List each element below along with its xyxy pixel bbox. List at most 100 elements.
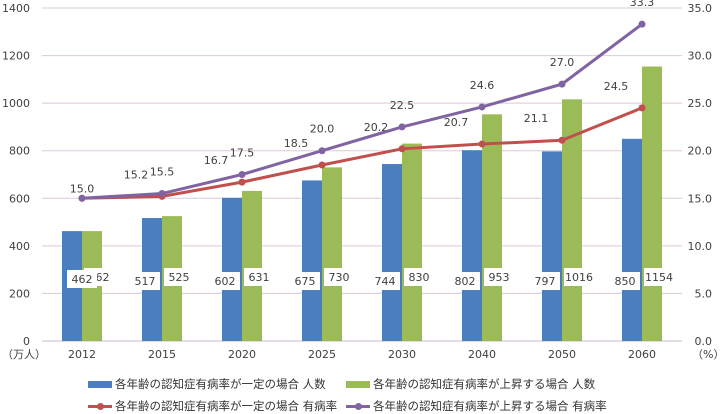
bar-data-label: 525 <box>169 271 190 284</box>
bar <box>382 164 402 341</box>
data-label-box <box>450 272 480 290</box>
bar <box>242 190 262 341</box>
line-data-label: 27.0 <box>550 56 575 69</box>
line-data-label: 33.3 <box>630 0 655 9</box>
right-tick-label: 5.0 <box>695 287 713 300</box>
left-tick-label: 600 <box>9 192 30 205</box>
data-label-box <box>324 268 354 286</box>
bar-data-label: 631 <box>249 271 270 284</box>
left-tick-label: 200 <box>9 287 30 300</box>
right-tick-label: 10.0 <box>688 240 713 253</box>
bar-data-label: 730 <box>329 271 350 284</box>
line-data-label: 18.5 <box>284 137 309 150</box>
bar-data-label: 1016 <box>565 271 593 284</box>
line-point <box>398 145 406 153</box>
left-tick-label: 1000 <box>2 97 30 110</box>
line-data-label: 20.0 <box>310 123 335 136</box>
legend-swatch <box>346 380 370 388</box>
legend-label: 各年齢の認知症有病率が上昇する場合 有病率 <box>373 399 607 413</box>
left-tick-label: 1400 <box>2 2 30 15</box>
bar-data-label: 850 <box>615 275 636 288</box>
bar <box>222 197 242 341</box>
bar <box>322 167 342 341</box>
line-data-label: 24.6 <box>470 79 495 92</box>
line-point <box>478 103 486 111</box>
line-data-label: 20.2 <box>364 121 389 134</box>
data-label-box <box>130 272 160 290</box>
bar-data-label: 602 <box>215 275 236 288</box>
line-point <box>398 123 406 131</box>
legend-item-blue-bars: 各年齢の認知症有病率が一定の場合 人数 <box>88 376 326 392</box>
line-data-label: 17.5 <box>230 147 255 160</box>
left-tick-label: 800 <box>9 145 30 158</box>
line-data-label: 22.5 <box>390 99 415 112</box>
x-tick-label: 2015 <box>148 348 176 361</box>
legend-label: 各年齢の認知症有病率が一定の場合 人数 <box>115 377 326 391</box>
data-label-box <box>244 268 274 286</box>
line-point <box>638 20 646 28</box>
x-tick-label: 2060 <box>628 348 656 361</box>
data-label-box <box>67 270 97 288</box>
bar-data-label: 797 <box>535 275 556 288</box>
data-label-box <box>644 268 674 286</box>
data-label-box <box>610 272 640 290</box>
right-tick-label: 30.0 <box>688 50 713 63</box>
line-point <box>318 161 326 169</box>
right-tick-label: 35.0 <box>688 2 713 15</box>
legend-item-green-bars: 各年齢の認知症有病率が上昇する場合 人数 <box>346 376 595 392</box>
legend-swatch <box>88 402 112 410</box>
x-tick-label: 2025 <box>308 348 336 361</box>
bar <box>542 151 562 341</box>
line-point <box>238 171 246 178</box>
bar-data-label: 462 <box>72 273 93 286</box>
bar-data-label: 953 <box>489 271 510 284</box>
line-data-label: 24.5 <box>604 80 629 93</box>
legend-item-red-line: 各年齢の認知症有病率が一定の場合 有病率 <box>88 398 337 414</box>
x-tick-label: 2040 <box>468 348 496 361</box>
legend-label: 各年齢の認知症有病率が上昇する場合 人数 <box>373 377 596 391</box>
line-point <box>558 80 566 88</box>
bar-data-label: 830 <box>409 271 430 284</box>
bar-data-label: 1154 <box>645 271 673 284</box>
right-axis-unit: （%） <box>692 348 724 361</box>
data-label-box <box>484 268 514 286</box>
legend-item-purple-line: 各年齢の認知症有病率が上昇する場合 有病率 <box>346 398 607 414</box>
bar-data-label: 675 <box>295 275 316 288</box>
line-data-label: 15.2 <box>124 168 149 181</box>
left-tick-label: 1200 <box>2 50 30 63</box>
line-point <box>638 104 646 112</box>
bar-data-label: 517 <box>135 275 156 288</box>
line-point <box>478 140 486 148</box>
line-point <box>318 147 326 155</box>
x-tick-label: 2020 <box>228 348 256 361</box>
data-label-box <box>290 272 320 290</box>
chart-svg: 0 200 400 600 800 1000 1200 1400 0.0 5.0 10.0 15.0 2… <box>2 0 724 361</box>
x-tick-label: 2050 <box>548 348 576 361</box>
legend-label: 各年齢の認知症有病率が一定の場合 有病率 <box>115 399 338 413</box>
line-series <box>81 106 643 200</box>
legend-swatch <box>88 380 112 388</box>
line-data-label: 20.7 <box>444 116 469 129</box>
line-series <box>81 22 643 200</box>
data-label-box <box>370 272 400 290</box>
data-label-box <box>404 268 434 286</box>
bar <box>402 143 422 341</box>
bar <box>462 150 482 341</box>
right-tick-label: 0.0 <box>695 335 713 348</box>
data-label-box <box>164 268 194 286</box>
line-point <box>78 194 86 202</box>
bar-data-label: 802 <box>455 275 476 288</box>
bar <box>622 138 642 341</box>
right-tick-label: 25.0 <box>688 97 713 110</box>
right-tick-label: 20.0 <box>688 145 713 158</box>
legend-swatch <box>346 402 370 410</box>
line-point <box>558 136 566 144</box>
line-point <box>238 178 246 186</box>
left-tick-label: 400 <box>9 240 30 253</box>
data-label-box <box>530 272 560 290</box>
left-axis-unit: （万人） <box>2 348 46 361</box>
bar <box>302 180 322 341</box>
x-tick-label: 2030 <box>388 348 416 361</box>
data-label-box <box>210 272 240 290</box>
